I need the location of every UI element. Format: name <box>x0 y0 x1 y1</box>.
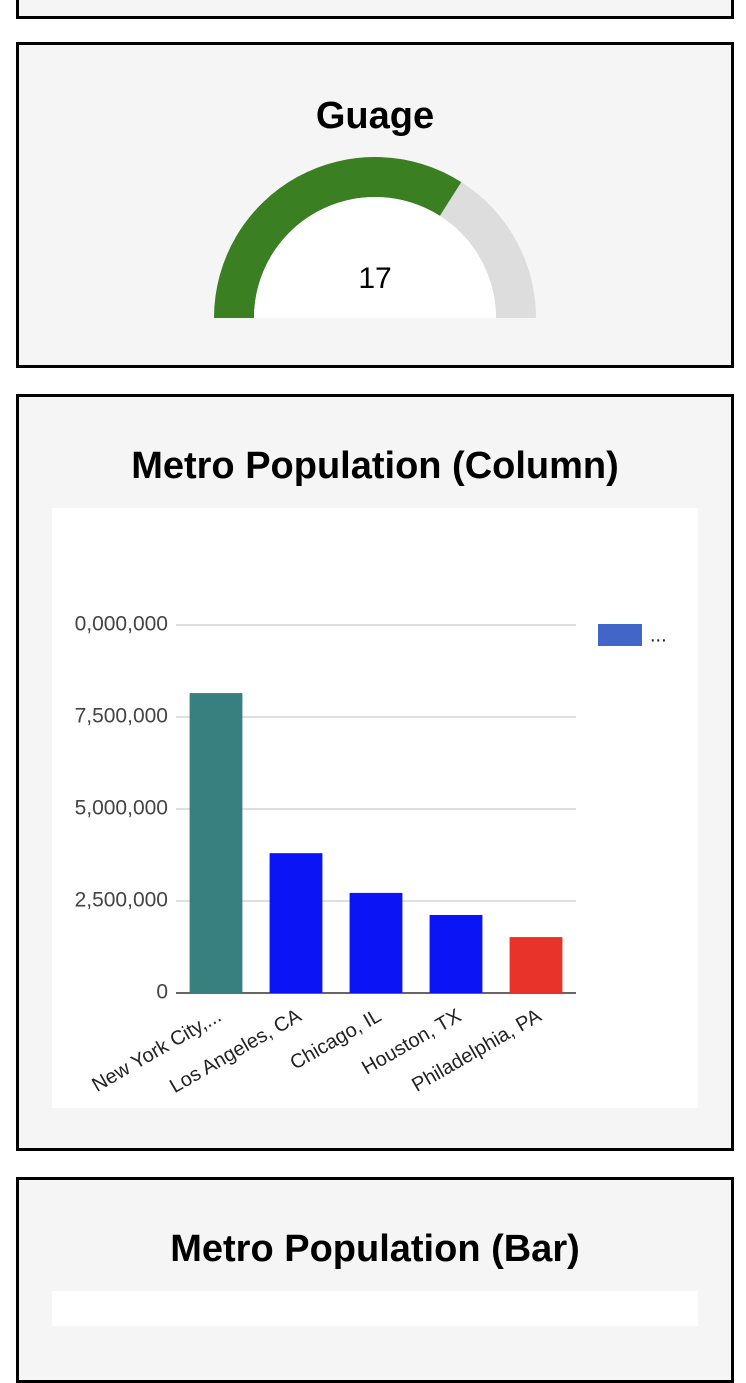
chart-panel <box>52 508 698 1108</box>
chart-title: Metro Population (Column) <box>131 445 619 487</box>
chart-panel <box>52 1291 698 1326</box>
page: Guage 17 Metro Population (Column) 0 2,500,0… <box>16 0 734 1383</box>
y-tick-label: 0,000,000 <box>75 613 168 636</box>
legend-swatch <box>598 624 642 646</box>
bar <box>349 892 403 993</box>
y-tick-label: 5,000,000 <box>75 797 168 820</box>
bar <box>269 853 323 993</box>
bar <box>189 693 243 993</box>
chart-title: Guage <box>316 95 434 137</box>
gauge-fill <box>214 156 462 318</box>
y-tick-label: 7,500,000 <box>75 705 168 728</box>
gauge-center <box>254 197 496 318</box>
bar <box>429 914 483 993</box>
bar <box>509 937 563 993</box>
gauge-value: 17 <box>358 262 391 295</box>
card <box>16 0 734 19</box>
y-tick-label: 2,500,000 <box>75 889 168 912</box>
charts: Guage 17 Metro Population (Column) 0 2,500,0… <box>52 95 698 1326</box>
y-tick-label: 0 <box>156 981 168 1004</box>
legend-label: ... <box>650 624 667 646</box>
chart-title: Metro Population (Bar) <box>170 1228 580 1270</box>
